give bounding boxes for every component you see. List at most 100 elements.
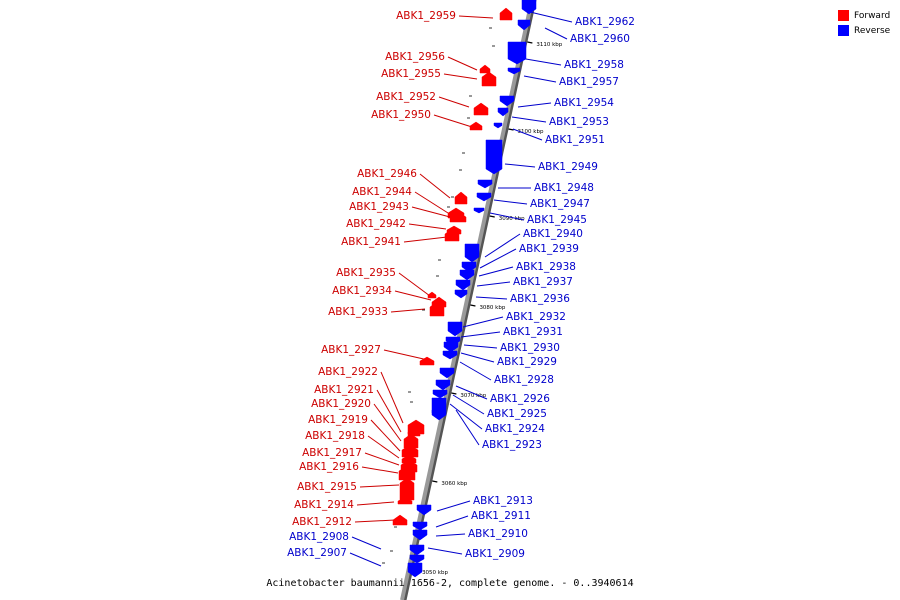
scale-tick-mark xyxy=(489,215,495,218)
gene-leader-line xyxy=(414,191,449,214)
gene-leader-line xyxy=(390,308,426,313)
gene-leader-line xyxy=(529,11,573,23)
gene-label: ABK1_2954 xyxy=(554,97,614,109)
forward-gene xyxy=(392,514,408,526)
gene-label: ABK1_2908 xyxy=(289,531,349,543)
gene-leader-line xyxy=(436,500,471,512)
gene-leader-line xyxy=(438,96,470,108)
gene-leader-line xyxy=(475,296,508,300)
scale-tick-label: 3090 kbp xyxy=(499,216,525,222)
reverse-gene xyxy=(507,41,527,65)
gene-label: ABK1_2911 xyxy=(471,510,531,522)
scale-tick-mark xyxy=(527,41,533,44)
gene-label: ABK1_2930 xyxy=(500,342,560,354)
gene-label: ABK1_2907 xyxy=(287,547,347,559)
gene-leader-line xyxy=(367,435,400,459)
reverse-gene xyxy=(447,321,463,337)
scale-tick-mark xyxy=(451,392,457,395)
forward-gene xyxy=(399,477,415,501)
gene-label: ABK1_2912 xyxy=(292,516,352,528)
reverse-gene xyxy=(416,504,432,516)
gene-leader-line xyxy=(517,102,552,108)
gene-leader-line xyxy=(449,403,483,430)
gene-label: ABK1_2920 xyxy=(311,398,371,410)
genome-caption: Acinetobacter baumannii 1656-2, complete… xyxy=(266,578,634,589)
gene-leader-line xyxy=(411,206,451,218)
reverse-gene xyxy=(517,19,531,31)
reverse-gene xyxy=(477,179,493,189)
reverse-gene xyxy=(461,261,477,273)
gene-label: ABK1_2910 xyxy=(468,528,528,540)
reverse-gene xyxy=(476,192,492,202)
gene-leader-line xyxy=(489,212,525,221)
forward-gene xyxy=(481,71,497,87)
gene-label: ABK1_2959 xyxy=(396,10,456,22)
gene-label: ABK1_2950 xyxy=(371,109,431,121)
gene-leader-line xyxy=(462,316,504,328)
gene-label: ABK1_2919 xyxy=(308,414,368,426)
gene-leader-line xyxy=(394,290,432,301)
gene-label: ABK1_2931 xyxy=(503,326,563,338)
gene-leader-line xyxy=(354,519,396,523)
forward-gene xyxy=(469,121,483,131)
gene-leader-line xyxy=(523,75,557,83)
gene-leader-line xyxy=(459,361,492,381)
gene-label: ABK1_2914 xyxy=(294,499,354,511)
gene-label: ABK1_2909 xyxy=(465,548,525,560)
gene-label: ABK1_2921 xyxy=(314,384,374,396)
legend-label-forward: Forward xyxy=(854,10,891,21)
gene-leader-line xyxy=(427,547,463,555)
gene-leader-line xyxy=(493,199,528,205)
reverse-gene xyxy=(431,409,447,417)
gene-leader-line xyxy=(356,501,395,506)
gene-label: ABK1_2936 xyxy=(510,293,570,305)
forward-gene xyxy=(429,301,445,317)
reverse-gene xyxy=(442,350,458,360)
forward-gene xyxy=(473,102,489,116)
gene-leader-line xyxy=(512,128,543,141)
legend-label-reverse: Reverse xyxy=(854,25,891,36)
reverse-gene xyxy=(412,529,428,541)
gene-label: ABK1_2924 xyxy=(485,423,545,435)
gene-leader-line xyxy=(383,349,429,361)
gene-label: ABK1_2938 xyxy=(516,261,576,273)
reverse-gene xyxy=(431,397,447,421)
gene-label: ABK1_2955 xyxy=(381,68,441,80)
gene-label: ABK1_2947 xyxy=(530,198,590,210)
gene-label: ABK1_2937 xyxy=(513,276,573,288)
forward-gene xyxy=(427,291,437,299)
gene-label: ABK1_2958 xyxy=(564,59,624,71)
reverse-gene xyxy=(439,367,455,379)
reverse-gene xyxy=(473,207,485,214)
gene-label: ABK1_2941 xyxy=(341,236,401,248)
gene-leader-line xyxy=(351,536,382,550)
reverse-gene xyxy=(464,243,480,263)
scale-tick-label: 3100 kbp xyxy=(518,129,544,135)
gene-leader-line xyxy=(370,419,401,452)
gene-label: ABK1_2927 xyxy=(321,344,381,356)
scale-tick-label: 3050 kbp xyxy=(422,570,448,576)
gene-leader-line xyxy=(455,385,488,400)
forward-gene xyxy=(419,356,435,366)
reverse-gene xyxy=(485,139,503,175)
gene-leader-line xyxy=(380,371,404,424)
gene-label: ABK1_2952 xyxy=(376,91,436,103)
legend-item-forward: Forward xyxy=(838,8,890,23)
reverse-gene xyxy=(499,95,515,107)
gene-label: ABK1_2956 xyxy=(385,51,445,63)
gene-label: ABK1_2928 xyxy=(494,374,554,386)
reverse-gene xyxy=(497,107,509,117)
gene-label: ABK1_2932 xyxy=(506,311,566,323)
gene-leader-line xyxy=(361,466,399,474)
reverse-gene xyxy=(412,521,428,531)
gene-label: ABK1_2943 xyxy=(349,201,409,213)
forward-gene xyxy=(479,64,491,74)
reverse-gene xyxy=(443,341,459,353)
gene-label: ABK1_2960 xyxy=(570,33,630,45)
gene-leader-line xyxy=(463,344,498,349)
gene-leader-line xyxy=(419,173,451,199)
forward-gene xyxy=(449,211,467,223)
reverse-gene xyxy=(409,544,425,556)
gene-label: ABK1_2935 xyxy=(336,267,396,279)
reverse-gene xyxy=(409,554,425,564)
